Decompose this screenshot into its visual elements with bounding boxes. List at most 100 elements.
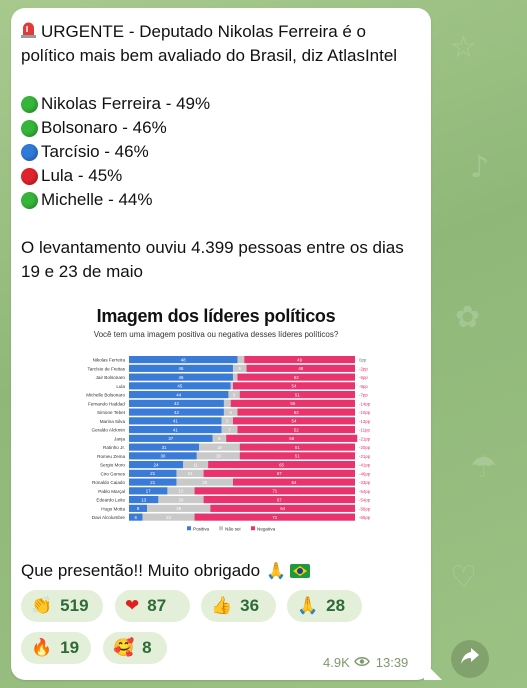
share-button[interactable] [451,640,489,678]
bar-segment [194,513,355,521]
bubble-tail [424,662,442,680]
bar-segment [129,434,213,442]
category-label: Sergio Moro [100,463,125,468]
net-label: -10pp [359,410,371,415]
category-label: Fernando Haddad [88,401,125,406]
net-label: -65pp [359,515,371,520]
bar-value-label: 12 [188,471,193,476]
category-label: Jair Bolsonaro [96,375,126,380]
bar-value-label: 51 [295,454,300,459]
bar-segment [237,426,355,434]
net-label: -7pp [359,393,368,398]
net-label: -6pp [359,375,368,380]
bar-segment [129,461,184,469]
bar-value-label: 6 [135,515,138,520]
bar-segment [167,487,195,495]
category-label: Simone Tebet [97,410,126,415]
category-label: Nikolas Ferreira [93,358,126,363]
reaction-pray[interactable]: 🙏 28 [287,590,362,622]
reaction-fire[interactable]: 🔥 19 [21,632,91,664]
background-pattern: ✿ [455,300,481,335]
bar-value-label: 7 [228,427,231,432]
bar-segment [129,443,200,451]
category-label: Davi Alcolumbre [92,515,126,520]
bar-segment [176,469,204,477]
legend-swatch [219,526,223,531]
bar-segment [129,426,222,434]
bar-segment [237,356,245,364]
bar-value-label: 20 [179,497,184,502]
background-pattern: ♪ [470,150,490,185]
circle-icon [21,191,38,209]
bar-value-label: 42 [174,401,179,406]
bar-segment [239,391,355,399]
chart-image[interactable]: Nikolas Ferreira 48 49 0pp Tarcísio de Freit… [41,300,391,552]
bar-segment [232,373,238,381]
bar-value-label: 71 [272,515,277,520]
bar-value-label: 13 [141,497,146,502]
bar-value-label: 6 [218,436,221,441]
bar-segment [239,443,355,451]
net-label: -56pp [359,506,371,511]
bar-segment [129,373,233,381]
net-label: -9pp [359,384,368,389]
bar-value-label: 52 [294,375,299,380]
reaction-clap[interactable]: 👏 519 [21,590,103,622]
legend-label: Negativa [257,526,276,531]
reaction-heart[interactable]: ❤ 87 [115,590,190,622]
bar-value-label: 30 [160,454,165,459]
bar-value-label: 58 [289,436,294,441]
bar-segment [232,382,355,390]
bar-segment [129,496,159,504]
bar-segment [221,417,233,425]
reaction-thumbs-up[interactable]: 👍 36 [201,590,276,622]
bar-segment [221,426,238,434]
bar-segment [196,452,240,460]
brazil-flag-icon [290,564,311,578]
praying-hands-icon: 🙏 [297,596,319,616]
bar-value-label: 64 [280,506,285,511]
bar-segment [239,452,355,460]
background-pattern: ♡ [450,560,477,595]
bar-segment [203,469,355,477]
category-label: Ratinho Jr. [103,445,125,450]
net-label: -13pp [359,419,371,424]
bar-value-label: 42 [174,410,179,415]
bar-segment [176,478,233,486]
bar-value-label: 25 [202,480,207,485]
ranking-item: Nikolas Ferreira - 49% [21,92,421,116]
caption: Que presentão!! Muito obrigado 🙏 [21,561,311,581]
siren-icon [21,21,36,38]
clapping-hands-icon: 👏 [31,596,53,616]
bar-value-label: 41 [173,427,178,432]
message-time: 13:39 [375,655,409,670]
bar-value-label: 6 [239,366,242,371]
legend-label: Positiva [193,526,210,531]
bar-segment [232,417,355,425]
bar-segment [129,487,168,495]
bar-value-label: 48 [298,366,303,371]
reaction-smiling-hearts[interactable]: 🥰 8 [103,632,167,664]
category-label: Lula [116,384,125,389]
thumbs-up-icon: 👍 [211,596,233,616]
bar-segment [129,408,224,416]
message-bubble[interactable]: URGENTE - Deputado Nikolas Ferreira é o … [11,8,431,680]
bar-value-label: 51 [295,392,300,397]
ranking-text: Nikolas Ferreira - 49% [41,94,211,113]
category-label: Edeardo Leite [96,498,125,503]
bar-segment [237,408,355,416]
bar-segment [246,364,355,372]
bar-value-label: 17 [146,489,151,494]
bar-segment [212,434,227,442]
category-label: Tarcísio de Freitas [87,366,125,371]
ranking-item: Michelle - 44% [21,188,421,212]
bar-segment [226,434,358,442]
bar-value-label: 67 [277,471,282,476]
bar-value-label: 18 [217,445,222,450]
bar-value-label: 46 [179,366,184,371]
view-count: 4.9K [323,655,350,670]
background-pattern: ☂ [470,450,497,485]
bar-segment [129,478,177,486]
bar-segment [129,417,222,425]
bar-value-label: 55 [290,401,295,406]
